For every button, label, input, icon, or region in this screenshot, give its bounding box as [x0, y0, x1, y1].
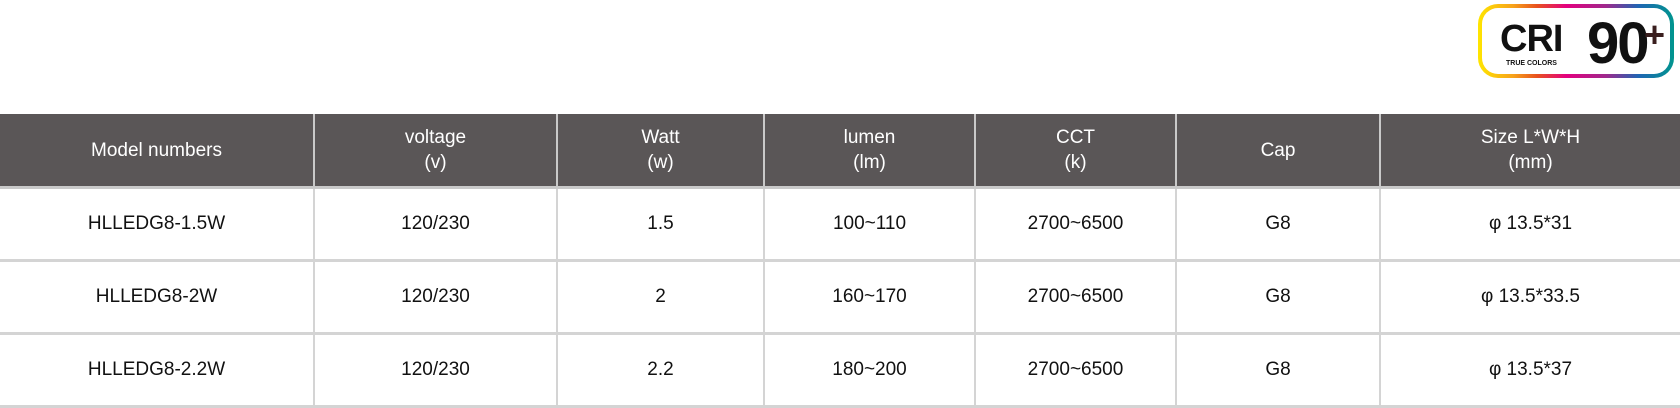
table-cell: G8: [1176, 333, 1381, 408]
column-header: Model numbers: [0, 114, 315, 189]
table-row: HLLEDG8-2.2W 120/230 2.2 180~200 2700~6500 G8…: [0, 333, 1680, 408]
table-cell: φ 13.5*31: [1380, 187, 1680, 262]
table-cell: G8: [1176, 260, 1381, 335]
badge-cri: CRI: [1500, 18, 1563, 60]
table-cell: 120/230: [314, 333, 558, 408]
table-cell: 160~170: [764, 260, 976, 335]
column-header: CCT (k): [975, 114, 1177, 189]
column-header: Cap: [1176, 114, 1381, 189]
table-cell: φ 13.5*37: [1380, 333, 1680, 408]
badge-plus: +: [1644, 14, 1666, 55]
table-cell: 2700~6500: [975, 333, 1177, 408]
column-header: voltage (v): [314, 114, 558, 189]
header-line: CCT: [1055, 127, 1096, 148]
table-cell: 120/230: [314, 260, 558, 335]
table-cell: 2700~6500: [975, 187, 1177, 262]
header-line: (w): [647, 152, 674, 173]
cri-badge: CRI TRUE COLORS 90 +: [1478, 4, 1674, 78]
header-line: (lm): [853, 152, 886, 173]
table-cell: HLLEDG8-2W: [0, 260, 315, 335]
badge-subtitle: TRUE COLORS: [1506, 60, 1557, 67]
table-row: HLLEDG8-2W 120/230 2 160~170 2700~6500 G8 φ 13…: [0, 260, 1680, 335]
column-header: Size L*W*H (mm): [1380, 114, 1680, 189]
header-line: (mm): [1508, 152, 1553, 173]
header-row: Model numbers voltage (v) Watt (w) lumen (lm) C…: [0, 114, 1680, 189]
header-line: Watt: [641, 127, 680, 148]
table-cell: 2.2: [557, 333, 765, 408]
table-cell: HLLEDG8-2.2W: [0, 333, 315, 408]
table-cell: φ 13.5*33.5: [1380, 260, 1680, 335]
table-cell: 1.5: [557, 187, 765, 262]
header-line: lumen: [843, 127, 896, 148]
header-line: Cap: [1260, 139, 1296, 161]
column-header: lumen (lm): [764, 114, 976, 189]
column-header: Watt (w): [557, 114, 765, 189]
table-cell: 2: [557, 260, 765, 335]
table-cell: 120/230: [314, 187, 558, 262]
header-line: Model numbers: [91, 139, 222, 161]
header-line: (v): [424, 152, 447, 173]
header-line: voltage: [404, 127, 467, 148]
table-cell: G8: [1176, 187, 1381, 262]
header-line: Size L*W*H: [1480, 127, 1581, 148]
table-cell: 180~200: [764, 333, 976, 408]
header-line: (k): [1064, 152, 1087, 173]
table-row: HLLEDG8-1.5W 120/230 1.5 100~110 2700~6500 G8…: [0, 187, 1680, 262]
spec-table: Model numbers voltage (v) Watt (w) lumen (lm) C…: [0, 114, 1680, 408]
table-cell: 2700~6500: [975, 260, 1177, 335]
badge-value: 90: [1587, 11, 1649, 76]
table-cell: 100~110: [764, 187, 976, 262]
table-cell: HLLEDG8-1.5W: [0, 187, 315, 262]
